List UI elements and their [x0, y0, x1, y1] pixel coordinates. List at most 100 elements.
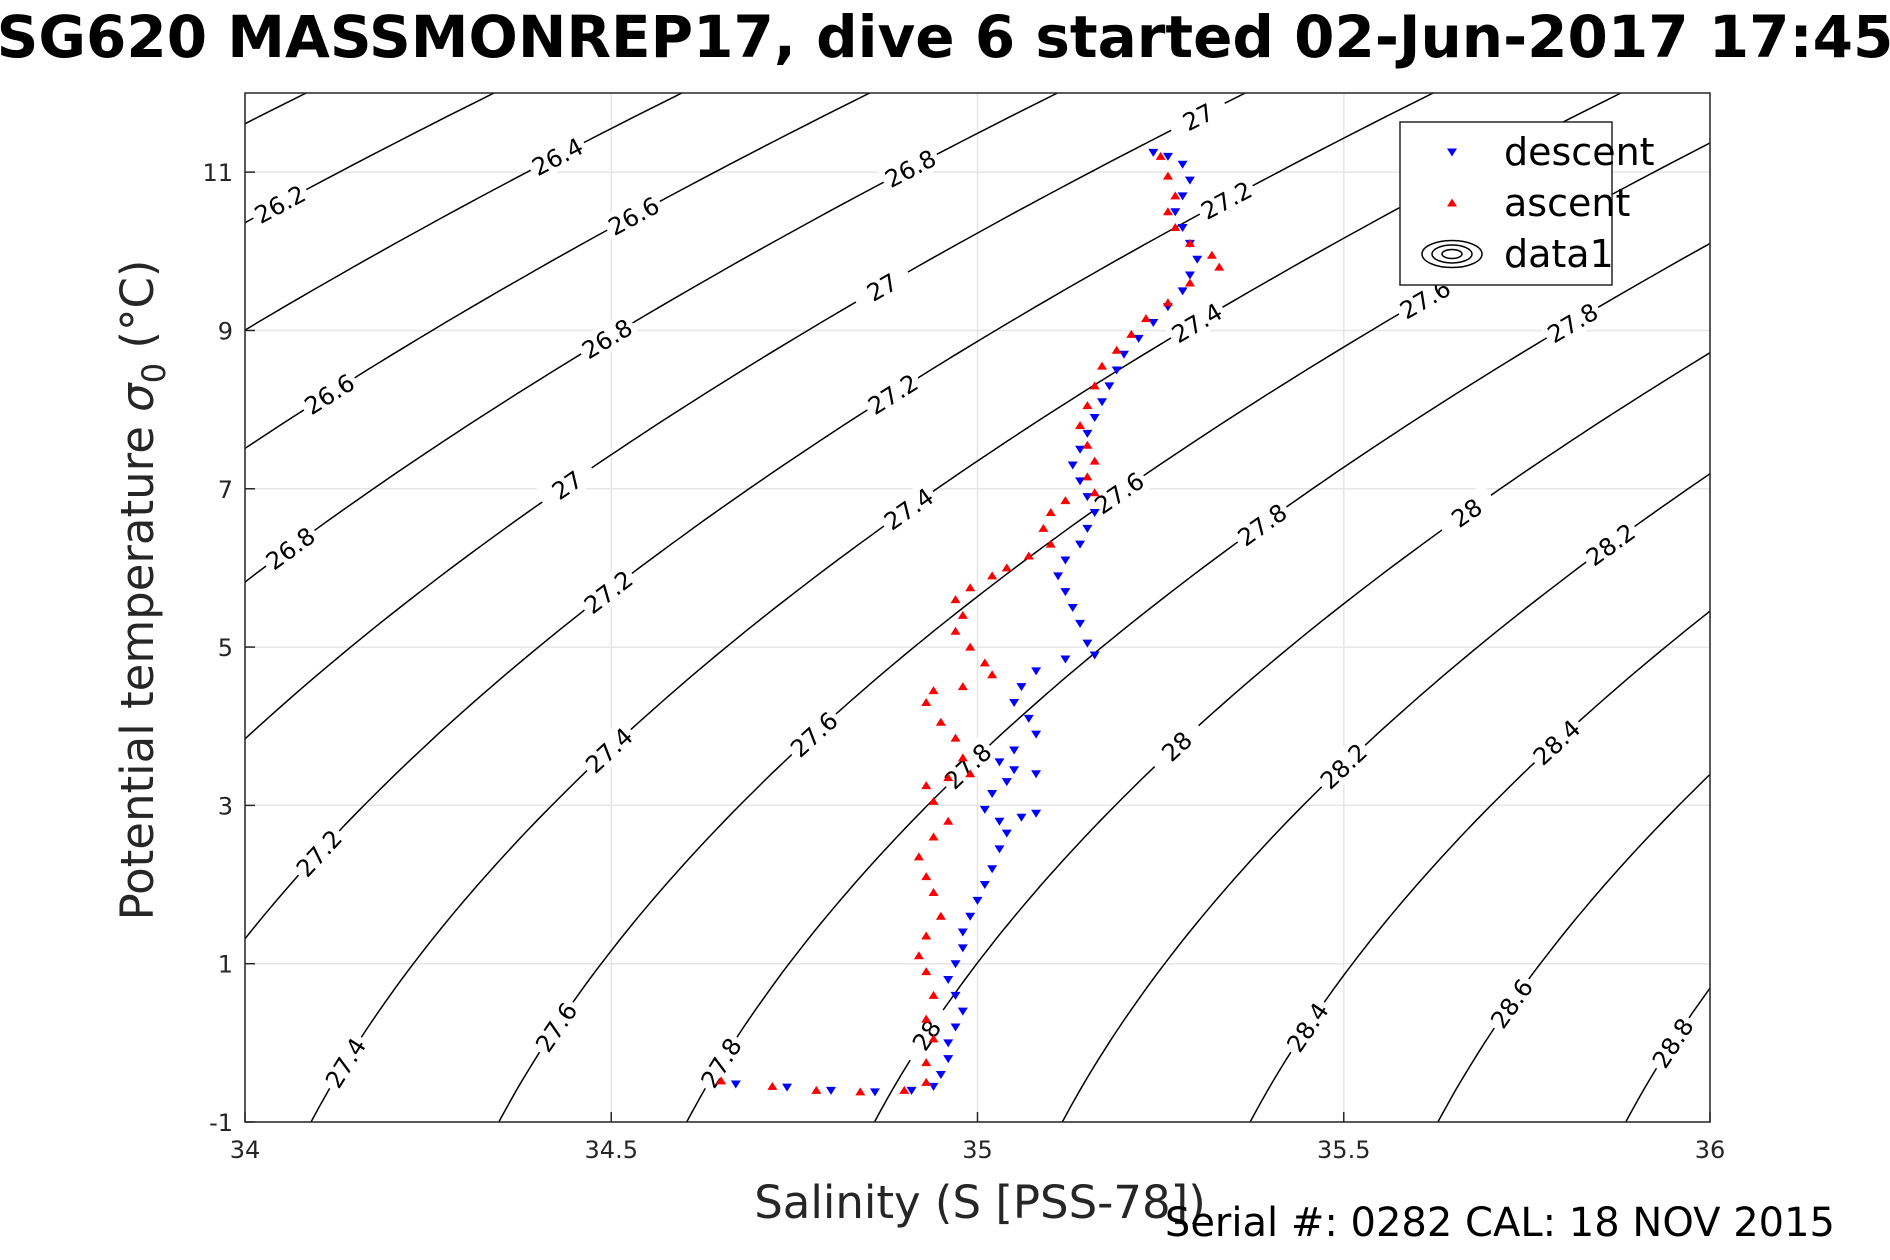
descent-point — [1119, 350, 1129, 359]
descent-point — [1053, 572, 1064, 581]
contour-label-bg — [1229, 495, 1295, 554]
ascent-point — [921, 1077, 932, 1086]
ascent-point — [921, 1014, 932, 1023]
ascent-point — [957, 610, 968, 619]
contour-label-bg — [573, 310, 640, 366]
grid-lines — [244, 93, 1711, 1123]
contour-label-bg — [1577, 515, 1643, 574]
ascent-point — [943, 773, 954, 782]
ascent-point — [899, 1085, 910, 1094]
legend-box — [1399, 121, 1613, 286]
x-axis-label: Salinity (S [PSS-78]) — [754, 1176, 1206, 1229]
ascent-point — [1140, 314, 1151, 323]
contour-label-bg — [782, 703, 846, 765]
contour-label-bg — [1164, 90, 1231, 143]
ascent-point — [987, 571, 998, 580]
ascent-point — [987, 670, 998, 679]
descent-point — [994, 845, 1005, 854]
contour-label-bg — [1539, 295, 1606, 350]
ascent-point — [1111, 345, 1122, 354]
ascent-point — [950, 595, 961, 604]
contour-line — [686, 242, 1710, 1122]
descent-point — [782, 1083, 793, 1092]
y-axis-label-symbol: σ — [111, 382, 164, 412]
ascent-point — [1206, 250, 1217, 259]
descent-point — [1170, 208, 1181, 217]
legend: descent ascent data1 — [1399, 121, 1655, 286]
descent-point — [1177, 287, 1188, 296]
contour-line — [245, 93, 1058, 583]
descent-point — [1060, 556, 1071, 565]
descent-point — [1097, 398, 1108, 407]
ascent-point — [935, 911, 946, 920]
ascent-point — [1089, 488, 1100, 497]
descent-point — [1162, 152, 1173, 161]
ascent-point — [1089, 456, 1100, 465]
ascent-point — [921, 781, 932, 790]
descent-point — [950, 991, 961, 1000]
ascent-point — [716, 1076, 727, 1085]
y-tick-label: 5 — [218, 634, 233, 662]
descent-point — [1067, 461, 1078, 470]
y-tick-label: 1 — [218, 951, 233, 979]
contour-label-bg — [257, 519, 323, 578]
ascent-point — [1001, 563, 1012, 572]
ascent-point — [811, 1085, 822, 1094]
descent-point — [1009, 746, 1020, 755]
serial-cal-footer: Serial #: 0282 CAL: 18 NOV 2015 — [1165, 1200, 1835, 1246]
ascent-point — [965, 583, 976, 592]
ascent-point — [1075, 420, 1086, 429]
descent-point — [957, 928, 968, 937]
descent-point — [1089, 414, 1100, 423]
descent-point — [957, 1007, 968, 1016]
descent-point — [1111, 366, 1122, 375]
ascent-point — [921, 872, 932, 881]
descent-point — [1031, 770, 1042, 779]
descent-point — [965, 912, 976, 921]
ascent-point — [1038, 523, 1049, 532]
ascent-point — [855, 1087, 866, 1096]
contour-label-bg — [524, 130, 591, 183]
ascent-point — [913, 951, 924, 960]
contour-label-bg — [1433, 483, 1499, 542]
ascent-point — [928, 1034, 939, 1043]
contour-line — [245, 93, 871, 450]
y-axis-label-text: Potential temperature — [111, 412, 164, 921]
descent-point — [1148, 148, 1159, 157]
legend-marker-descent — [1447, 148, 1457, 157]
ascent-point — [1214, 262, 1225, 271]
ascent-point — [1045, 508, 1056, 517]
descent-point — [906, 1086, 917, 1095]
ascent-point — [1089, 381, 1100, 390]
contour-label-bg — [875, 479, 942, 538]
ascent-point — [957, 753, 968, 762]
descent-point — [1177, 160, 1188, 169]
legend-label: descent — [1504, 130, 1655, 174]
descent-point — [1016, 683, 1027, 692]
ascent-point — [921, 1058, 932, 1067]
contour-label-bg — [577, 719, 641, 781]
descent-point — [1031, 809, 1042, 818]
descent-point — [1075, 619, 1086, 628]
ascent-point — [950, 626, 961, 635]
ascent-point — [1023, 551, 1034, 560]
ascent-point — [1045, 539, 1056, 548]
contour-label-bg — [317, 1029, 374, 1096]
chart-title: SG620 MASSMONREP17, dive 6 started 02-Ju… — [0, 3, 1890, 71]
descent-point — [972, 896, 983, 905]
descent-point — [1089, 651, 1100, 660]
descent-point — [1009, 698, 1020, 707]
ascent-point — [965, 769, 976, 778]
ascent-point — [928, 887, 939, 896]
descent-point — [1082, 429, 1093, 438]
ascent-point — [928, 686, 939, 695]
ascent-point — [979, 658, 990, 667]
descent-point — [1082, 524, 1093, 533]
descent-point — [1089, 509, 1100, 518]
ascent-point — [921, 931, 932, 940]
ascent-point — [928, 990, 939, 999]
contour-label-bg — [1144, 715, 1209, 777]
ascent-point — [928, 832, 939, 841]
legend-contour-icon — [1431, 244, 1473, 264]
